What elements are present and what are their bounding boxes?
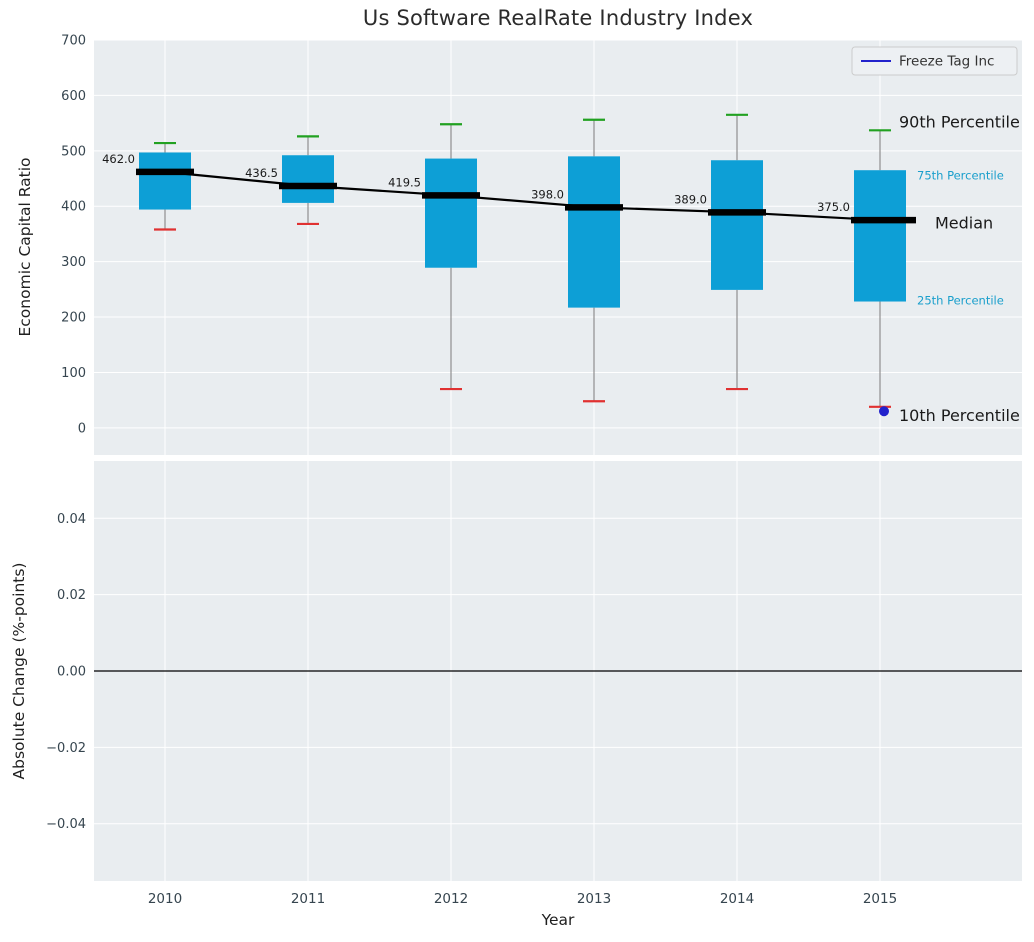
- median-value-label: 436.5: [245, 166, 278, 180]
- chart-title: Us Software RealRate Industry Index: [362, 6, 754, 30]
- median-value-label: 462.0: [102, 152, 135, 166]
- y-tick-label-top: 400: [61, 200, 86, 215]
- box-iqr: [425, 158, 477, 268]
- y-axis-label-bottom: Absolute Change (%-points): [10, 562, 28, 780]
- legend-box: [851, 46, 1018, 76]
- y-tick-label-bottom: 0.02: [57, 588, 86, 603]
- box-iqr: [711, 160, 763, 290]
- x-tick-label: 2013: [577, 891, 611, 907]
- y-tick-label-bottom: −0.04: [46, 817, 86, 832]
- x-tick-label: 2014: [720, 891, 754, 907]
- legend-label: Freeze Tag Inc: [899, 54, 994, 70]
- y-tick-label-top: 300: [61, 255, 86, 270]
- median-value-label: 389.0: [674, 192, 707, 206]
- x-tick-label: 2010: [148, 891, 182, 907]
- box-iqr: [139, 152, 191, 210]
- y-tick-label-top: 600: [61, 89, 86, 104]
- x-tick-label: 2011: [291, 891, 325, 907]
- annotation-median: Median: [935, 213, 993, 232]
- median-value-label: 419.5: [388, 175, 421, 189]
- y-tick-label-top: 100: [61, 366, 86, 381]
- y-tick-label-top: 0: [78, 421, 86, 436]
- y-axis-label-top: Economic Capital Ratio: [16, 157, 34, 337]
- y-tick-label-top: 200: [61, 311, 86, 326]
- y-tick-label-top: 700: [61, 34, 86, 49]
- y-tick-label-bottom: 0.00: [57, 665, 86, 680]
- box-iqr: [282, 155, 334, 203]
- x-tick-label: 2012: [434, 891, 468, 907]
- box-iqr: [568, 156, 620, 308]
- y-tick-label-bottom: −0.02: [46, 741, 86, 756]
- annotation-90th-percentile: 90th Percentile: [899, 113, 1020, 132]
- annotation-75th-percentile: 75th Percentile: [917, 169, 1004, 183]
- y-tick-label-top: 500: [61, 144, 86, 159]
- x-axis-label: Year: [541, 911, 575, 929]
- annotation-10th-percentile: 10th Percentile: [899, 406, 1020, 425]
- median-value-label: 398.0: [531, 187, 564, 201]
- box-iqr: [854, 170, 906, 302]
- player-point: [879, 406, 889, 417]
- annotation-25th-percentile: 25th Percentile: [917, 293, 1004, 307]
- x-tick-label: 2015: [863, 891, 897, 907]
- y-tick-label-bottom: 0.04: [57, 512, 86, 527]
- median-value-label: 375.0: [817, 200, 850, 214]
